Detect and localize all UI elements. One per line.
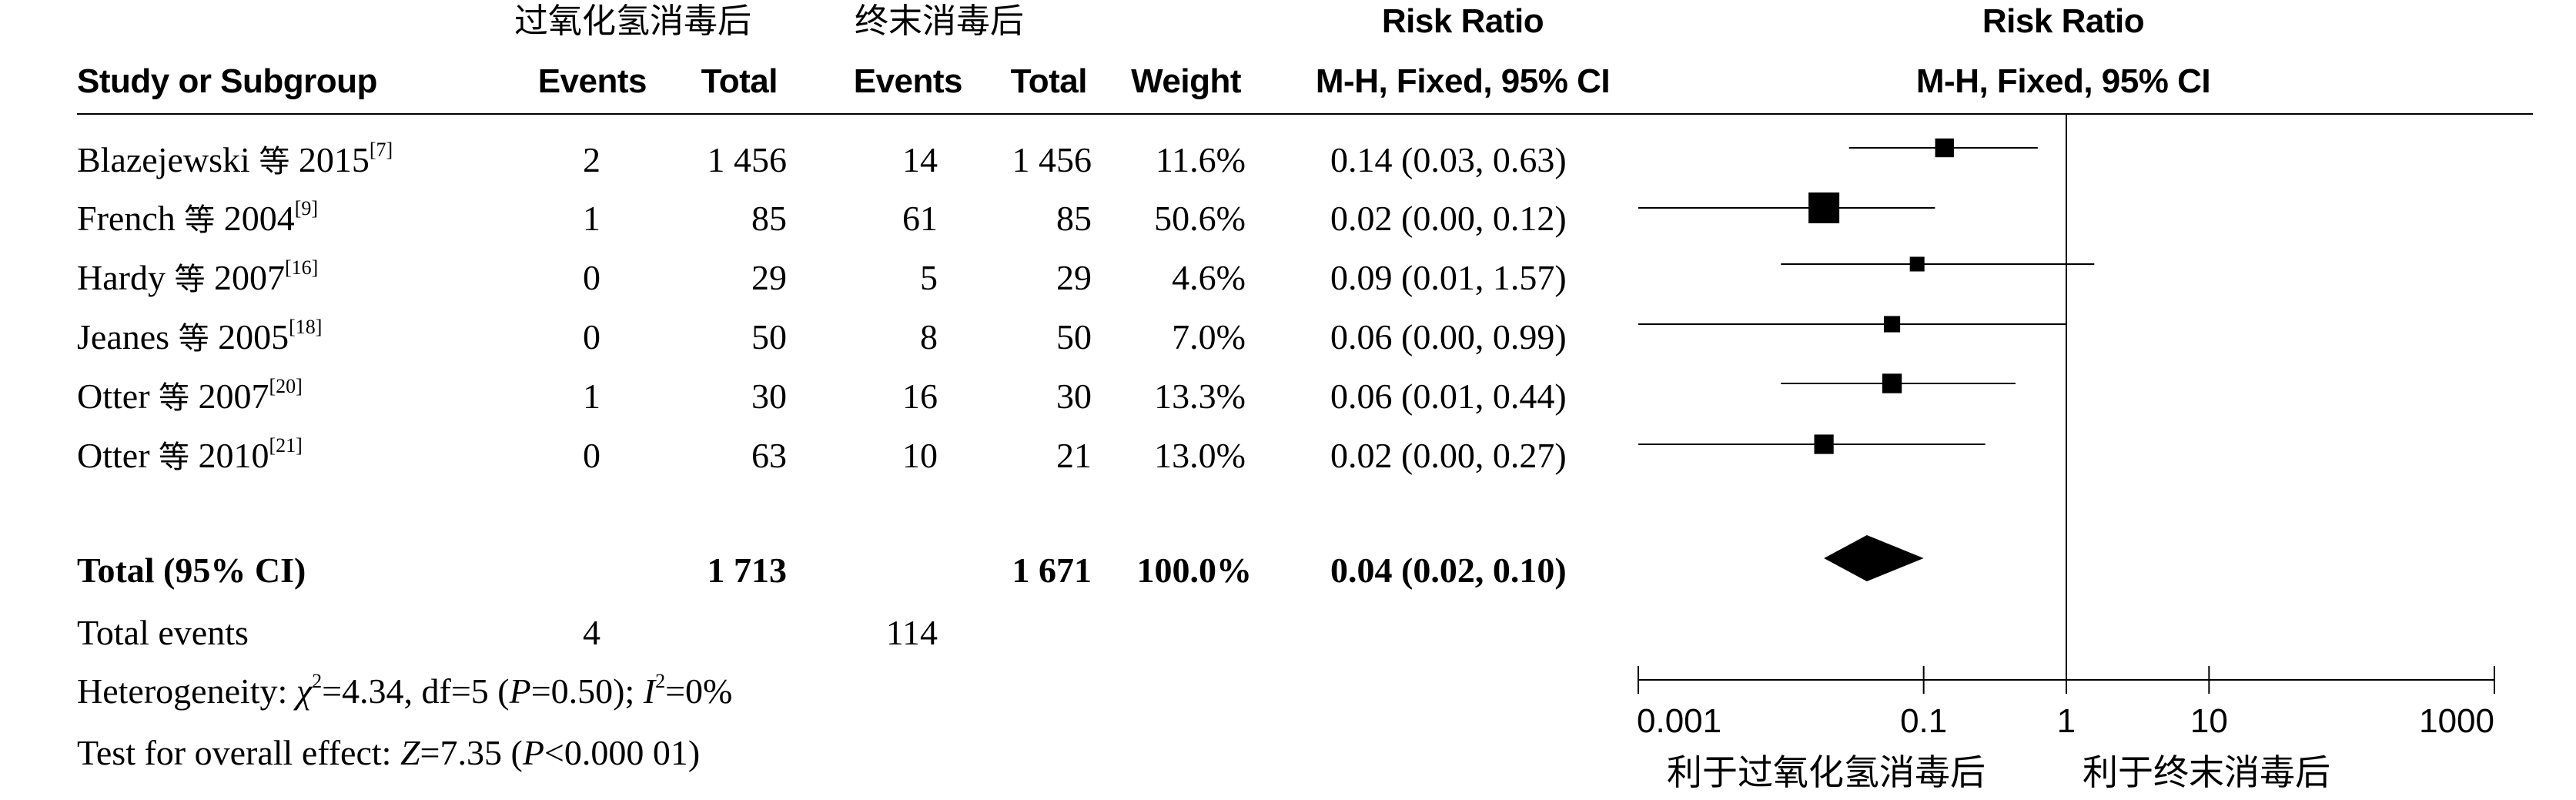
- risk-ratio-ci: 0.02 (0.00, 0.27): [1330, 436, 1567, 475]
- study-row: French 等 2004[9] 1 85 61 85 50.6% 0.02 (…: [0, 197, 2576, 243]
- events-ctl-column-header: Events: [853, 62, 963, 100]
- total-ctl: 30: [1056, 377, 1092, 416]
- weight: 13.3%: [1154, 377, 1246, 416]
- effect-square: [1814, 434, 1834, 454]
- effect-square: [1883, 316, 1901, 333]
- events-ctl: 5: [920, 258, 938, 297]
- total-exp: 1 713: [707, 551, 788, 590]
- effect-square: [1882, 373, 1902, 393]
- total-events-ctl: 114: [885, 613, 938, 652]
- weight: 13.0%: [1154, 436, 1246, 475]
- total-ctl-column-header: Total: [1010, 62, 1088, 100]
- total-exp: 29: [751, 258, 787, 297]
- favours-experimental-label: 利于过氧化氢消毒后: [1667, 751, 1986, 793]
- study-name: Otter 等 2010[21]: [77, 434, 303, 476]
- study-row: Jeanes 等 2005[18] 0 50 8 50 7.0% 0.06 (0…: [0, 316, 2576, 362]
- group-header-experimental: 过氧化氢消毒后: [514, 2, 751, 41]
- events-exp-column-header: Events: [537, 62, 647, 100]
- x-tick-label: 1000: [2419, 702, 2494, 740]
- total-ctl: 1 456: [1012, 140, 1092, 179]
- total-events-label: Total events: [77, 613, 249, 652]
- favours-control-label: 利于终末消毒后: [2083, 751, 2330, 793]
- events-ctl: 10: [902, 436, 938, 475]
- total-events-exp: 4: [583, 613, 601, 652]
- study-row: Blazejewski 等 2015[7] 2 1 456 14 1 456 1…: [0, 139, 2576, 185]
- effect-square: [1909, 256, 1925, 272]
- total-ctl: 1 671: [1012, 551, 1092, 590]
- total-exp: 30: [751, 377, 787, 416]
- effect-square: [1808, 192, 1840, 223]
- effect-square: [1935, 138, 1954, 158]
- plot-column-title: Risk Ratio: [1982, 2, 2145, 40]
- total-row: Total (95% CI) 1 713 1 671 100.0% 0.04 (…: [0, 549, 2576, 595]
- events-exp: 1: [583, 377, 601, 416]
- total-ctl: 29: [1056, 258, 1092, 297]
- total-label: Total (95% CI): [77, 551, 306, 590]
- weight-column-header: Weight: [1131, 62, 1241, 100]
- events-ctl: 61: [902, 199, 938, 238]
- weight: 7.0%: [1172, 317, 1246, 356]
- x-tick-label: 0.1: [1900, 702, 1948, 740]
- total-exp: 50: [751, 317, 787, 356]
- events-ctl: 14: [902, 140, 938, 179]
- events-exp: 0: [583, 436, 601, 475]
- total-ctl: 85: [1056, 199, 1092, 238]
- risk-ratio-ci: 0.14 (0.03, 0.63): [1330, 140, 1567, 179]
- risk-ratio-ci: 0.06 (0.00, 0.99): [1330, 317, 1567, 356]
- study-row: Otter 等 2007[20] 1 30 16 30 13.3% 0.06 (…: [0, 375, 2576, 421]
- total-ctl: 21: [1056, 436, 1092, 475]
- plot-method-header: M-H, Fixed, 95% CI: [1915, 62, 2211, 100]
- study-name: Otter 等 2007[20]: [77, 375, 303, 417]
- weight: 11.6%: [1155, 140, 1246, 179]
- pooled-diamond: [1824, 535, 1924, 581]
- study-row: Hardy 等 2007[16] 0 29 5 29 4.6% 0.09 (0.…: [0, 256, 2576, 303]
- risk-ratio-ci: 0.02 (0.00, 0.12): [1330, 199, 1567, 238]
- study-name: Hardy 等 2007[16]: [77, 256, 319, 298]
- group-header-control: 终末消毒后: [855, 2, 1024, 41]
- x-tick-label: 10: [2190, 702, 2228, 740]
- events-exp: 0: [583, 317, 601, 356]
- total-ctl: 50: [1056, 317, 1092, 356]
- study-name: Jeanes 等 2005[18]: [77, 316, 323, 357]
- total-risk-ratio-ci: 0.04 (0.02, 0.10): [1330, 551, 1567, 590]
- risk-ratio-ci: 0.09 (0.01, 1.57): [1330, 258, 1567, 297]
- x-tick-label: 0.001: [1637, 702, 1722, 740]
- total-weight: 100.0%: [1136, 551, 1253, 590]
- study-column-header: Study or Subgroup: [77, 62, 377, 100]
- x-tick-label: 1: [2056, 702, 2076, 740]
- study-row: Otter 等 2010[21] 0 63 10 21 13.0% 0.02 (…: [0, 434, 2576, 480]
- total-events-row: Total events 4 114: [0, 611, 2576, 658]
- total-exp: 1 456: [707, 140, 788, 179]
- study-name: Blazejewski 等 2015[7]: [77, 139, 393, 180]
- events-exp: 0: [583, 258, 601, 297]
- risk-ratio-ci: 0.06 (0.01, 0.44): [1330, 377, 1567, 416]
- events-exp: 2: [583, 140, 601, 179]
- rr-method-header: M-H, Fixed, 95% CI: [1315, 62, 1611, 100]
- overall-effect-text: Test for overall effect: Z=7.35 (P<0.000…: [77, 733, 701, 772]
- events-exp: 1: [583, 199, 601, 238]
- rr-column-title: Risk Ratio: [1381, 2, 1544, 40]
- total-exp: 63: [751, 436, 787, 475]
- weight: 50.6%: [1154, 199, 1246, 238]
- events-ctl: 8: [920, 317, 938, 356]
- heterogeneity-text: Heterogeneity: χ2=4.34, df=5 (P=0.50); I…: [77, 670, 733, 711]
- total-exp-column-header: Total: [701, 62, 778, 100]
- study-name: French 等 2004[9]: [77, 197, 319, 239]
- total-exp: 85: [751, 199, 787, 238]
- events-ctl: 16: [902, 377, 938, 416]
- weight: 4.6%: [1172, 258, 1246, 297]
